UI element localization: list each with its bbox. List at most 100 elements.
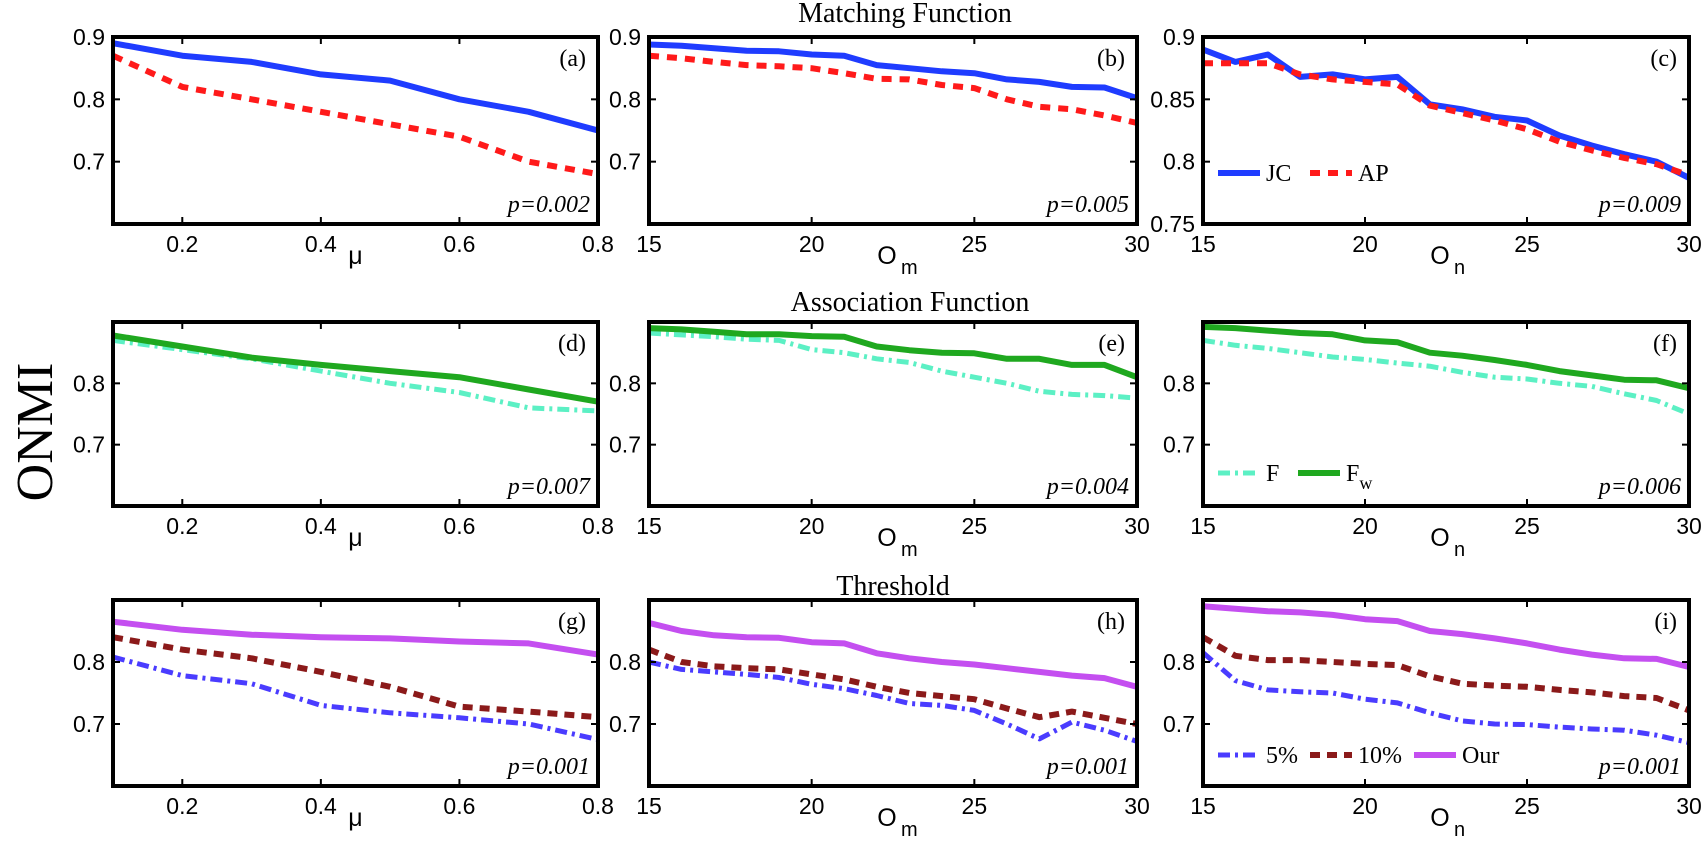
x-axis-label-subscript-f: n [1454,539,1465,561]
y-tick-label: 0.85 [1150,86,1195,112]
x-tick-label: 0.8 [582,793,614,819]
x-tick-label: 15 [636,513,662,539]
series-line-5pct-h [649,659,1137,744]
legend-entry-our: Our [1462,743,1499,769]
x-tick-label: 0.6 [443,513,475,539]
series-line-our-h [649,619,1137,690]
series-line-ap-a [113,52,598,178]
legend-c: JC AP [1218,161,1389,187]
series-line-jc-a [113,40,598,134]
panel-c: 15 20 25 30 0.75 0.8 0.85 0.9 O n (c) p=0.009 JC AP [1150,24,1702,279]
y-tick-label: 0.8 [609,649,641,675]
x-tick-label: 25 [1514,231,1540,257]
legend-entry-f: F [1266,461,1279,487]
x-tick-label: 0.8 [582,513,614,539]
x-tick-label: 30 [1124,231,1150,257]
x-tick-label: 15 [636,231,662,257]
p-value-b: p=0.005 [1045,192,1129,218]
x-axis-label-subscript-b: m [901,257,918,279]
axes-frame-c [1201,35,1691,226]
row-title-association: Association Function [791,287,1030,318]
x-axis-label-g: μ [348,804,362,832]
p-value-h: p=0.001 [1045,754,1129,780]
panel-label-b: (b) [1097,46,1125,72]
x-axis-label-a: μ [348,242,362,270]
x-tick-label: 0.6 [443,793,475,819]
series-line-ap-c [1203,60,1689,179]
axes-frame-d [111,320,600,508]
series-line-jc-b [649,41,1137,101]
legend-entry-fw: Fw [1346,461,1372,493]
x-tick-label: 0.8 [582,231,614,257]
p-value-a: p=0.002 [506,192,590,218]
x-tick-label: 25 [1514,793,1540,819]
series-line-10pct-g [113,634,598,721]
p-value-g: p=0.001 [506,754,590,780]
y-tick-label: 0.8 [73,86,105,112]
y-tick-label: 0.7 [609,432,641,458]
panel-label-e: (e) [1098,331,1125,357]
x-tick-label: 30 [1124,513,1150,539]
x-axis-label-subscript-h: m [901,819,918,841]
y-tick-label: 0.9 [609,24,641,50]
x-axis-label-subscript-c: n [1454,257,1465,279]
x-tick-label: 25 [962,513,988,539]
series-line-10pct-h [649,646,1137,727]
p-value-e: p=0.004 [1045,474,1129,500]
p-value-c: p=0.009 [1597,192,1681,218]
panel-f: 15 20 25 30 0.7 0.8 O n (f) p=0.006 F Fw [1163,320,1702,561]
panels: 0.2 0.4 0.6 0.8 0.7 0.8 0.9 μ (a) p=0.002 15 20 25 30… [73,24,1702,841]
panel-label-f: (f) [1653,331,1677,357]
axes-frame-a [111,35,600,226]
x-tick-label: 0.4 [305,513,337,539]
x-tick-label: 20 [799,231,825,257]
y-tick-label: 0.8 [609,86,641,112]
panel-b: 15 20 25 30 0.7 0.8 0.9 O m (b) p=0.005 [609,24,1150,279]
legend-entry-5pct: 5% [1266,743,1298,769]
x-tick-label: 15 [1190,513,1216,539]
x-axis-label-d: μ [348,524,362,552]
series-line-fw-d [113,332,598,405]
x-tick-label: 15 [1190,231,1216,257]
y-tick-label: 0.8 [73,370,105,396]
y-tick-label: 0.8 [1163,149,1195,175]
axes-frame-g [111,598,600,788]
x-axis-label-i: O [1430,804,1449,832]
x-tick-label: 0.6 [443,231,475,257]
series-line-f-f [1203,337,1689,417]
series-line-fw-e [649,325,1137,381]
row-title-matching: Matching Function [798,0,1012,29]
panel-d: 0.2 0.4 0.6 0.8 0.7 0.8 μ (d) p=0.007 [73,320,614,552]
panel-label-a: (a) [559,46,586,72]
x-tick-label: 20 [799,793,825,819]
x-tick-label: 30 [1676,513,1702,539]
x-axis-label-subscript-e: m [901,539,918,561]
y-tick-label: 0.7 [73,711,105,737]
legend-entry-ap: AP [1358,161,1389,187]
axes-frame-e [647,320,1139,508]
p-value-d: p=0.007 [506,474,591,500]
x-tick-label: 0.2 [166,793,198,819]
panel-g: 0.2 0.4 0.6 0.8 0.7 0.8 μ (g) p=0.001 [73,598,614,832]
legend-entry-jc: JC [1266,161,1291,187]
x-axis-label-b: O [877,242,896,270]
y-tick-label: 0.9 [1163,24,1195,50]
series-line-5pct-i [1203,650,1689,746]
y-tick-label: 0.8 [609,370,641,396]
legend-f: F Fw [1218,461,1372,493]
x-tick-label: 20 [1352,513,1378,539]
x-tick-label: 25 [962,231,988,257]
x-axis-label-c: O [1430,242,1449,270]
axes-frame-f [1201,320,1691,508]
panel-i: 15 20 25 30 0.7 0.8 O n (i) p=0.001 5% 10% Our [1163,598,1702,841]
x-tick-label: 30 [1676,231,1702,257]
x-tick-label: 20 [1352,231,1378,257]
panel-label-c: (c) [1650,46,1677,72]
y-tick-label: 0.8 [1163,370,1195,396]
x-axis-label-subscript-i: n [1454,819,1465,841]
series-line-ap-b [649,52,1137,126]
axes-frame-i [1201,598,1691,788]
x-tick-label: 15 [1190,793,1216,819]
x-axis-label-f: O [1430,524,1449,552]
series-line-fw-f [1203,323,1689,392]
